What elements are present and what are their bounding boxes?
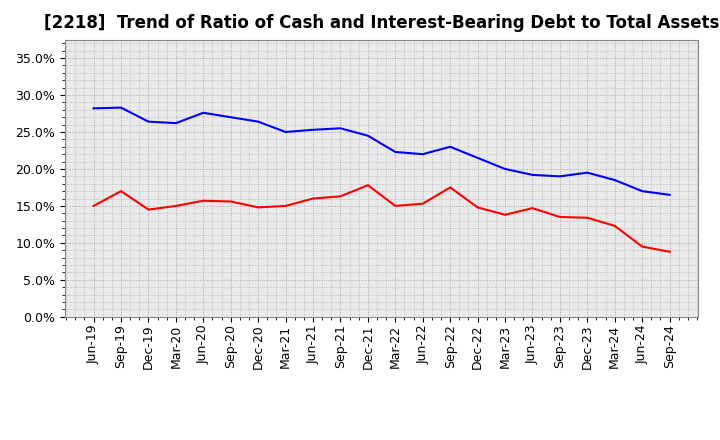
Interest-Bearing Debt [336,126,345,131]
Interest-Bearing Debt [89,106,98,111]
Line: Cash: Cash [94,185,670,252]
Interest-Bearing Debt [254,119,263,124]
Interest-Bearing Debt [226,114,235,120]
Cash [500,212,509,217]
Interest-Bearing Debt [117,105,125,110]
Interest-Bearing Debt [556,174,564,179]
Interest-Bearing Debt [583,170,592,175]
Cash [336,194,345,199]
Cash [171,203,180,209]
Cash [473,205,482,210]
Cash [446,185,454,190]
Cash [638,244,647,249]
Interest-Bearing Debt [473,155,482,161]
Interest-Bearing Debt [500,166,509,172]
Interest-Bearing Debt [144,119,153,124]
Cash [611,223,619,228]
Interest-Bearing Debt [171,121,180,126]
Interest-Bearing Debt [665,192,674,198]
Interest-Bearing Debt [418,151,427,157]
Cash [117,188,125,194]
Cash [418,201,427,206]
Cash [556,214,564,220]
Cash [254,205,263,210]
Cash [89,203,98,209]
Interest-Bearing Debt [638,188,647,194]
Interest-Bearing Debt [364,133,372,138]
Interest-Bearing Debt [611,177,619,183]
Line: Interest-Bearing Debt: Interest-Bearing Debt [94,108,670,195]
Interest-Bearing Debt [528,172,537,177]
Cash [282,203,290,209]
Cash [199,198,207,203]
Cash [391,203,400,209]
Cash [309,196,318,201]
Cash [528,205,537,211]
Interest-Bearing Debt [391,149,400,154]
Interest-Bearing Debt [309,127,318,132]
Cash [364,183,372,188]
Cash [583,215,592,220]
Title: [2218]  Trend of Ratio of Cash and Interest-Bearing Debt to Total Assets: [2218] Trend of Ratio of Cash and Intere… [44,15,719,33]
Interest-Bearing Debt [446,144,454,150]
Interest-Bearing Debt [199,110,207,115]
Cash [144,207,153,212]
Cash [665,249,674,254]
Cash [226,199,235,204]
Interest-Bearing Debt [282,129,290,135]
